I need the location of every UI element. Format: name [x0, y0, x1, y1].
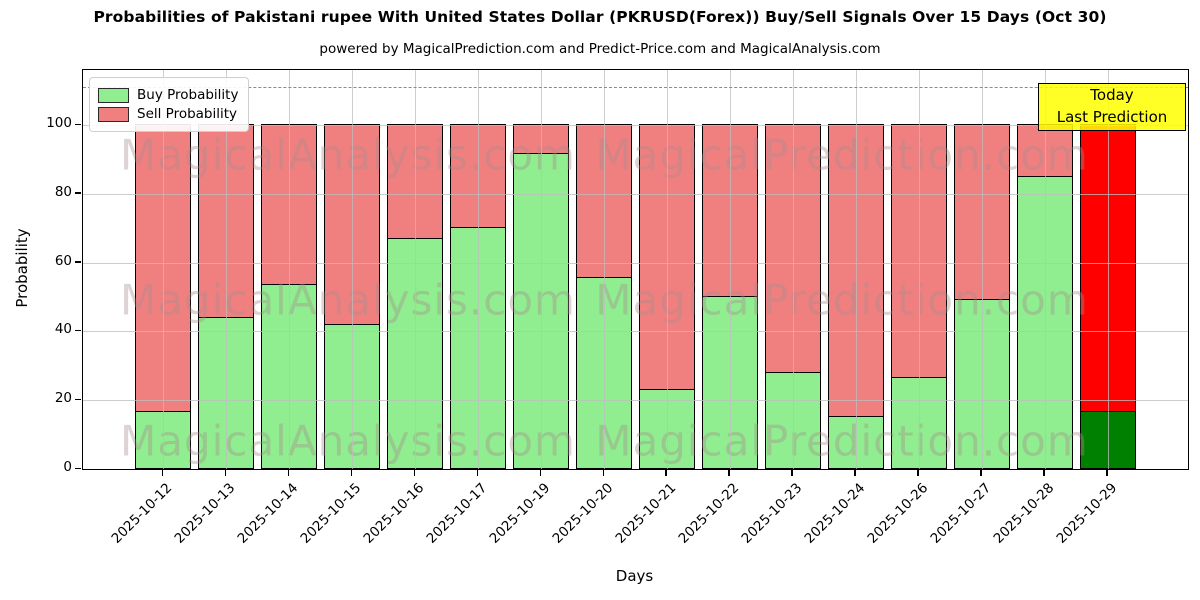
y-tick-label-40: 40	[54, 321, 72, 338]
gridline-h-80	[83, 193, 1188, 195]
gridline-h-40	[83, 331, 1188, 333]
buy-segment-2025-10-15	[323, 323, 381, 469]
gridline-h-60	[83, 262, 1188, 264]
sell-segment-2025-10-19	[512, 123, 570, 155]
sell-color-swatch	[98, 106, 129, 122]
legend-item-buy: Buy Probability	[98, 87, 238, 103]
x-tick-mark-2025-10-19	[539, 469, 541, 476]
chart-title: Probabilities of Pakistani rupee With Un…	[93, 8, 1107, 26]
x-tick-mark-2025-10-22	[728, 469, 730, 476]
gridline-v-2025-10-19	[541, 70, 542, 469]
watermark-text-1: MagicalPrediction.com	[595, 130, 1089, 180]
gridline-h-100	[83, 125, 1188, 127]
gridline-v-2025-10-20	[604, 70, 605, 469]
plot-area: Buy Probability Sell Probability Today L…	[82, 69, 1189, 470]
watermark-text-4: MagicalAnalysis.com	[120, 416, 576, 466]
threshold-line	[83, 87, 1188, 89]
legend-label-buy: Buy Probability	[137, 87, 239, 103]
gridline-v-2025-10-22	[729, 70, 731, 469]
x-tick-mark-2025-10-24	[854, 469, 856, 476]
y-tick-label-20: 20	[54, 390, 72, 407]
x-tick-mark-2025-10-20	[602, 469, 604, 476]
watermark-text-2: MagicalAnalysis.com	[120, 275, 576, 325]
gridline-v-2025-10-29	[1107, 70, 1109, 469]
y-tick-mark-100	[75, 123, 81, 125]
y-tick-mark-80	[75, 192, 81, 194]
today-annotation-line1: Today	[1090, 86, 1134, 104]
y-tick-label-0: 0	[63, 459, 72, 475]
x-tick-mark-2025-10-12	[161, 469, 163, 476]
buy-color-swatch	[98, 87, 129, 103]
gridline-v-2025-10-12	[163, 70, 164, 469]
gridline-h-20	[83, 400, 1188, 402]
sell-segment-2025-10-17	[449, 123, 507, 229]
y-tick-label-80: 80	[54, 183, 72, 200]
x-tick-mark-2025-10-21	[665, 469, 667, 476]
gridline-v-2025-10-28	[1044, 70, 1046, 469]
x-tick-mark-2025-10-29	[1106, 469, 1108, 476]
x-tick-mark-2025-10-14	[287, 469, 289, 476]
x-tick-mark-2025-10-15	[350, 469, 352, 476]
y-tick-label-60: 60	[54, 252, 72, 269]
watermark-text-3: MagicalPrediction.com	[595, 275, 1089, 325]
sell-segment-2025-10-20	[575, 123, 633, 279]
legend-item-sell: Sell Probability	[98, 106, 238, 122]
x-tick-mark-2025-10-16	[413, 469, 415, 476]
gridline-v-2025-10-26	[918, 70, 920, 469]
y-tick-label-100: 100	[46, 115, 72, 132]
x-tick-mark-2025-10-13	[224, 469, 226, 476]
x-tick-mark-2025-10-28	[1043, 469, 1045, 476]
buy-segment-2025-10-20	[575, 276, 633, 469]
y-tick-mark-20	[75, 398, 81, 401]
gridline-v-2025-10-16	[415, 70, 416, 469]
y-tick-mark-40	[75, 329, 81, 332]
gridline-v-2025-10-14	[289, 70, 290, 469]
chart-subtitle: powered by MagicalPrediction.com and Pre…	[319, 41, 881, 57]
gridline-v-2025-10-15	[352, 70, 353, 469]
gridline-v-2025-10-17	[478, 70, 479, 469]
watermark-text-0: MagicalAnalysis.com	[120, 130, 576, 180]
sell-segment-2025-10-16	[386, 123, 444, 239]
today-annotation-line2: Last Prediction	[1056, 107, 1168, 126]
gridline-v-2025-10-23	[792, 70, 794, 469]
legend-label-sell: Sell Probability	[137, 106, 238, 122]
buy-segment-2025-10-17	[449, 226, 507, 469]
buy-segment-2025-10-19	[512, 152, 570, 469]
gridline-v-2025-10-13	[226, 70, 227, 469]
y-tick-mark-0	[75, 467, 81, 469]
x-tick-mark-2025-10-23	[791, 469, 793, 476]
today-annotation: Today Last Prediction	[1038, 83, 1186, 131]
gridline-v-2025-10-24	[855, 70, 857, 469]
x-tick-mark-2025-10-26	[917, 469, 919, 476]
x-tick-mark-2025-10-27	[980, 469, 982, 476]
x-tick-mark-2025-10-17	[476, 469, 478, 476]
gridline-v-2025-10-27	[981, 70, 983, 469]
legend: Buy Probability Sell Probability	[89, 77, 250, 132]
sell-segment-2025-10-15	[323, 123, 381, 325]
y-tick-mark-60	[75, 261, 81, 263]
x-axis-label: Days	[615, 567, 654, 585]
gridline-v-2025-10-21	[666, 70, 668, 469]
watermark-text-5: MagicalPrediction.com	[595, 416, 1089, 466]
